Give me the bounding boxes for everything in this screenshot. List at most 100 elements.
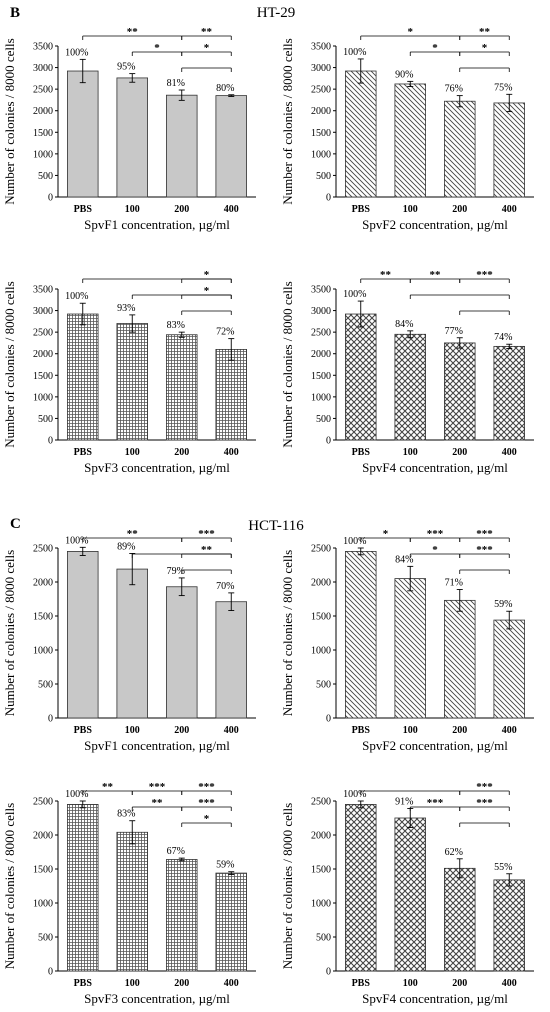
percent-label: 100% xyxy=(65,291,88,302)
category-label: 200 xyxy=(452,447,467,458)
y-tick-label: 3500 xyxy=(311,42,331,53)
chart-4: 0 500 1000 1500 2000 2500 3000 3500 100% PBS 84% 10… xyxy=(280,269,534,475)
bar-200 xyxy=(166,334,198,441)
bar-200 xyxy=(444,867,476,972)
y-tick-label: 2000 xyxy=(33,349,53,360)
bar-100 xyxy=(116,77,148,198)
y-axis-title: Number of colonies / 8000 cells xyxy=(2,803,17,969)
x-axis-title: SpvF1 concentration, µg/ml xyxy=(84,738,230,753)
significance-label: * xyxy=(482,42,488,54)
y-axis-title: Number of colonies / 8000 cells xyxy=(280,38,295,204)
y-tick-label: 1000 xyxy=(311,899,331,910)
y-tick-label: 500 xyxy=(38,414,53,425)
category-label: 100 xyxy=(403,978,418,989)
section-b-title: HT-29 xyxy=(257,5,296,21)
y-tick-label: 2000 xyxy=(311,831,331,842)
y-axis-title: Number of colonies / 8000 cells xyxy=(280,281,295,447)
bar-100 xyxy=(394,83,426,198)
significance-label: ** xyxy=(127,528,139,540)
category-label: 200 xyxy=(452,725,467,736)
bar-200 xyxy=(166,586,198,719)
category-label: PBS xyxy=(352,978,371,989)
bar-400 xyxy=(493,102,525,198)
percent-label: 100% xyxy=(343,536,366,547)
y-tick-label: 0 xyxy=(326,714,331,725)
y-tick-label: 2000 xyxy=(33,831,53,842)
percent-label: 76% xyxy=(445,84,463,95)
percent-label: 80% xyxy=(216,83,234,94)
significance-label: ** xyxy=(152,797,164,809)
y-tick-label: 500 xyxy=(316,680,331,691)
significance-label: ** xyxy=(380,269,392,281)
y-tick-label: 2500 xyxy=(33,85,53,96)
category-label: PBS xyxy=(352,725,371,736)
y-tick-label: 2000 xyxy=(311,106,331,117)
charts-group: 0500100015002000250030003500100%PBS95%10… xyxy=(2,26,534,1006)
percent-label: 70% xyxy=(216,581,234,592)
bar-PBS xyxy=(67,313,99,441)
significance-label: *** xyxy=(427,528,444,540)
section-c-title: HCT-116 xyxy=(248,518,304,534)
significance-label: *** xyxy=(427,797,444,809)
significance-label: *** xyxy=(476,797,493,809)
y-axis-title: Number of colonies / 8000 cells xyxy=(280,550,295,716)
percent-label: 84% xyxy=(395,554,413,565)
category-label: PBS xyxy=(352,204,371,215)
y-tick-label: 2500 xyxy=(311,544,331,555)
bar-PBS xyxy=(67,70,99,198)
y-tick-label: 500 xyxy=(38,933,53,944)
significance-label: * xyxy=(204,269,210,281)
percent-label: 100% xyxy=(65,535,88,546)
y-tick-label: 2500 xyxy=(311,797,331,808)
y-tick-label: 2500 xyxy=(311,328,331,339)
x-axis-title: SpvF3 concentration, µg/ml xyxy=(84,460,230,475)
y-tick-label: 1000 xyxy=(33,392,53,403)
category-label: 400 xyxy=(224,204,239,215)
y-tick-label: 2000 xyxy=(311,578,331,589)
y-tick-label: 3000 xyxy=(311,63,331,74)
significance-label: ** xyxy=(479,26,491,38)
category-label: PBS xyxy=(74,725,93,736)
percent-label: 62% xyxy=(445,847,463,858)
percent-label: 72% xyxy=(216,327,234,338)
chart-6: 0 500 1000 1500 2000 2500 100% PBS 84% 100 71% 200 5… xyxy=(280,528,534,753)
y-tick-label: 3500 xyxy=(33,42,53,53)
percent-label: 95% xyxy=(117,62,135,73)
percent-label: 75% xyxy=(494,82,512,93)
percent-label: 89% xyxy=(117,541,135,552)
category-label: 400 xyxy=(502,978,517,989)
y-tick-label: 1500 xyxy=(33,612,53,623)
y-tick-label: 1000 xyxy=(311,646,331,657)
bar-400 xyxy=(215,601,247,719)
x-axis-title: SpvF1 concentration, µg/ml xyxy=(84,217,230,232)
category-label: 100 xyxy=(403,447,418,458)
significance-label: * xyxy=(408,26,414,38)
category-label: 400 xyxy=(502,725,517,736)
y-tick-label: 0 xyxy=(326,436,331,447)
percent-label: 77% xyxy=(445,326,463,337)
y-tick-label: 1500 xyxy=(311,865,331,876)
y-tick-label: 0 xyxy=(48,193,53,204)
y-tick-label: 2500 xyxy=(311,85,331,96)
y-tick-label: 500 xyxy=(316,414,331,425)
percent-label: 83% xyxy=(117,809,135,820)
section-b-letter: B xyxy=(10,5,20,21)
y-tick-label: 2000 xyxy=(311,349,331,360)
section-c-letter: C xyxy=(10,516,21,532)
y-tick-label: 1000 xyxy=(33,149,53,160)
y-tick-label: 3500 xyxy=(33,285,53,296)
y-tick-label: 500 xyxy=(316,171,331,182)
significance-label: *** xyxy=(198,528,215,540)
bar-PBS xyxy=(67,804,99,972)
bar-100 xyxy=(116,831,148,972)
y-tick-label: 500 xyxy=(38,171,53,182)
category-label: 100 xyxy=(125,725,140,736)
bar-PBS xyxy=(345,313,377,441)
category-label: 100 xyxy=(125,978,140,989)
x-axis-title: SpvF2 concentration, µg/ml xyxy=(362,738,508,753)
percent-label: 83% xyxy=(167,320,185,331)
bar-PBS xyxy=(345,804,377,972)
y-axis-title: Number of colonies / 8000 cells xyxy=(2,550,17,716)
percent-label: 93% xyxy=(117,303,135,314)
